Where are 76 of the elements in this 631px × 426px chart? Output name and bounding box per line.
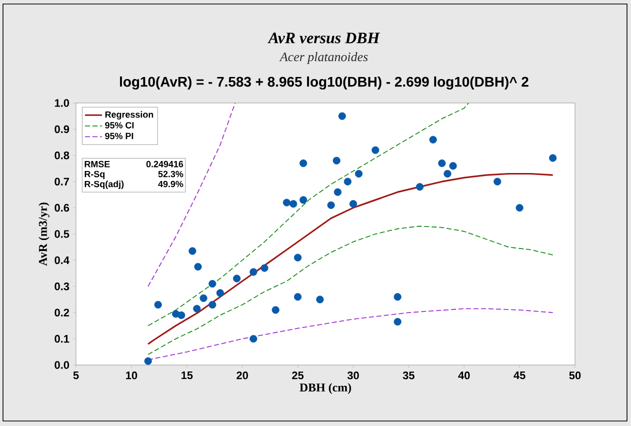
annotation: R-Sq [84,170,105,180]
point [272,306,280,314]
y-tick-label: 0.9 [54,125,70,134]
annotation: 0.249416 [146,160,184,168]
point [290,200,298,208]
x-tick-label: 20 [236,372,248,380]
y-tick-label: 0.4 [54,256,70,264]
x-tick-label: 35 [402,372,414,380]
point [178,311,186,320]
y-tick-label: 0.2 [54,308,70,316]
point [294,254,302,262]
x-tick-label: 15 [181,372,193,380]
chart-subtitle: Acer platanoides [279,52,368,64]
point [334,188,342,196]
line-series [148,226,554,355]
x-tick-label: 5 [73,372,79,380]
text: log10(AvR) = - 7.583 + 8.965 log10(DBH) - 2.699 log10(DBH)^ 2 [120,76,528,90]
y-tick-label: 1.0 [54,99,70,107]
y-axis-title: AvR (m3/yr) [38,202,50,266]
point [354,170,363,178]
point [394,293,402,301]
x-tick-label: 40 [458,372,470,380]
point [200,294,208,302]
y-tick-label: 0.7 [54,178,69,186]
point [429,136,437,144]
x-tick-label: 10 [126,372,138,380]
point [549,154,557,162]
annotation: RMSE [84,160,110,168]
annotation: 52.3% [158,170,184,178]
point [188,247,196,255]
point [349,200,358,208]
y-tick-label: 0.6 [54,204,70,212]
point [344,178,352,186]
chart-title: AvR versus DBH [268,32,380,44]
point [394,318,402,326]
x-tick-label: 25 [292,372,304,380]
x-tick-label: 50 [569,372,581,380]
point [438,159,446,168]
point [250,335,258,343]
point [154,300,162,309]
point [282,198,290,206]
point [449,162,457,170]
point [144,357,152,365]
point [216,289,224,297]
point [300,159,308,168]
point [316,296,324,304]
point [250,268,258,276]
point [338,112,346,120]
y-tick-label: 0.8 [54,152,70,160]
point [232,274,241,282]
point [193,304,201,312]
point [300,196,308,204]
x-tick-label: 45 [514,372,526,380]
point [194,262,202,271]
x-axis-title: DBH (cm) [300,383,352,394]
annotation: R-Sq(adj) [84,180,124,189]
y-tick-label: 0.1 [54,334,70,343]
point [444,170,452,178]
point [494,178,502,186]
point [327,201,335,209]
legend-label: 95% CI [105,122,134,128]
y-tick-label: 0.5 [54,230,70,238]
x-tick-label: 30 [347,372,359,380]
point [332,156,340,164]
annotation: 49.9% [158,180,184,188]
legend-label: Regression [105,111,154,120]
point [260,264,268,272]
y-tick-label: 0.0 [54,361,70,369]
y-tick-label: 0.3 [54,282,70,290]
legend-label: 95% PI [105,132,134,140]
point [208,280,216,288]
point [416,183,424,191]
point [294,293,302,301]
point [516,204,524,212]
point [372,146,380,154]
point [208,300,216,309]
